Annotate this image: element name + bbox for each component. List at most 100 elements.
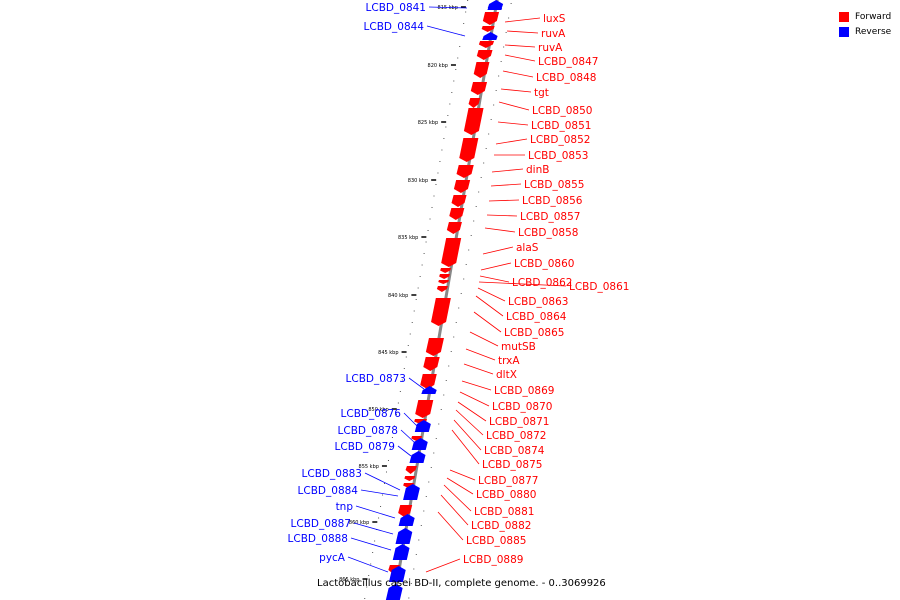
forward-gene-label: trxA <box>498 355 520 367</box>
label-leader-line <box>400 429 415 443</box>
forward-gene-arrow <box>449 208 465 220</box>
label-leader-line <box>465 348 496 361</box>
forward-gene-label: LCBD_0869 <box>494 385 554 397</box>
tick-label: 860 kbp <box>349 520 369 526</box>
minor-tick <box>450 351 452 352</box>
label-leader-line <box>426 25 466 37</box>
minor-tick <box>380 506 382 507</box>
minor-tick <box>483 162 485 164</box>
minor-tick <box>439 161 441 162</box>
minor-tick <box>463 278 465 280</box>
reverse-gene-arrow <box>482 32 498 40</box>
minor-tick <box>405 356 407 358</box>
label-leader-line <box>463 363 494 375</box>
reverse-gene-label: LCBD_0883 <box>302 468 362 480</box>
reverse-gene-arrow <box>388 566 406 582</box>
reverse-gene-label: LCBD_0844 <box>364 21 425 33</box>
minor-tick <box>478 191 480 193</box>
minor-tick <box>411 322 413 323</box>
minor-tick <box>510 3 512 4</box>
legend-swatch-reverse <box>839 26 849 37</box>
minor-tick <box>505 32 507 33</box>
minor-tick <box>475 206 477 207</box>
reverse-gene-label: LCBD_0878 <box>338 425 398 437</box>
label-leader-line <box>425 558 461 573</box>
tick-label: 830 kbp <box>408 178 428 184</box>
minor-tick <box>440 409 442 410</box>
label-leader-line <box>446 477 474 495</box>
forward-gene-arrow <box>473 62 490 78</box>
label-leader-line <box>347 556 389 573</box>
minor-tick <box>463 23 465 24</box>
forward-gene-label: LCBD_0870 <box>492 401 552 413</box>
minor-tick <box>403 368 405 369</box>
minor-tick <box>433 195 435 197</box>
minor-tick <box>455 322 457 323</box>
minor-tick <box>413 310 415 312</box>
forward-gene-arrow <box>456 165 474 178</box>
minor-tick <box>413 568 415 570</box>
label-leader-line <box>490 183 522 187</box>
minor-tick <box>488 133 490 135</box>
minor-tick <box>435 184 437 185</box>
forward-gene-label: luxS <box>543 13 566 25</box>
reverse-gene-label: LCBD_0876 <box>341 408 402 420</box>
minor-tick <box>485 148 487 149</box>
forward-gene-arrow <box>415 400 434 418</box>
minor-tick <box>421 264 423 266</box>
label-leader-line <box>355 505 396 519</box>
forward-gene-arrow <box>438 280 449 284</box>
minor-tick <box>423 253 425 254</box>
label-leader-line <box>440 494 469 526</box>
forward-gene-label: LCBD_0880 <box>476 489 536 501</box>
label-leader-line <box>500 88 532 93</box>
forward-gene-label: LCBD_0855 <box>524 179 584 191</box>
minor-tick <box>495 90 497 91</box>
reverse-gene-arrow <box>398 514 415 526</box>
minor-tick <box>427 230 429 231</box>
minor-tick <box>370 563 372 565</box>
reverse-gene-arrow <box>409 451 426 463</box>
forward-gene-label: ruvA <box>538 42 563 54</box>
label-leader-line <box>479 275 510 283</box>
label-leader-line <box>469 331 499 347</box>
forward-gene-label: LCBD_0863 <box>508 296 568 308</box>
label-leader-line <box>408 377 425 390</box>
forward-gene-arrow <box>431 298 451 326</box>
forward-gene-arrow <box>453 180 471 193</box>
label-leader-line <box>495 138 528 145</box>
forward-gene-arrow <box>459 138 479 162</box>
minor-tick <box>382 494 384 496</box>
minor-tick <box>408 597 410 599</box>
forward-gene-arrow <box>481 26 495 32</box>
label-leader-line <box>350 537 392 551</box>
reverse-gene-label: LCBD_0873 <box>346 373 406 385</box>
label-leader-line <box>480 262 512 271</box>
minor-tick <box>425 496 427 497</box>
minor-tick <box>425 241 427 243</box>
minor-tick <box>387 460 389 461</box>
label-leader-line <box>360 489 399 497</box>
label-leader-line <box>486 214 518 217</box>
minor-tick <box>391 437 393 438</box>
minor-tick <box>460 293 462 294</box>
minor-tick <box>399 391 401 392</box>
forward-gene-label: LCBD_0875 <box>482 459 542 471</box>
minor-tick <box>366 586 368 588</box>
minor-tick <box>420 525 422 526</box>
forward-gene-arrow <box>411 436 423 441</box>
forward-gene-label: LCBD_0847 <box>538 56 598 68</box>
forward-gene-label: LCBD_0871 <box>489 416 549 428</box>
legend-swatch-forward <box>839 11 849 22</box>
label-leader-line <box>478 281 567 287</box>
forward-gene-label: LCBD_0865 <box>504 327 564 339</box>
minor-tick <box>409 333 411 335</box>
minor-tick <box>508 17 510 19</box>
minor-tick <box>459 46 461 47</box>
minor-tick <box>447 115 449 116</box>
label-leaders <box>347 6 567 573</box>
minor-tick <box>443 138 445 139</box>
label-leader-line <box>477 287 506 302</box>
label-leader-line <box>482 246 514 255</box>
minor-tick <box>397 402 399 404</box>
